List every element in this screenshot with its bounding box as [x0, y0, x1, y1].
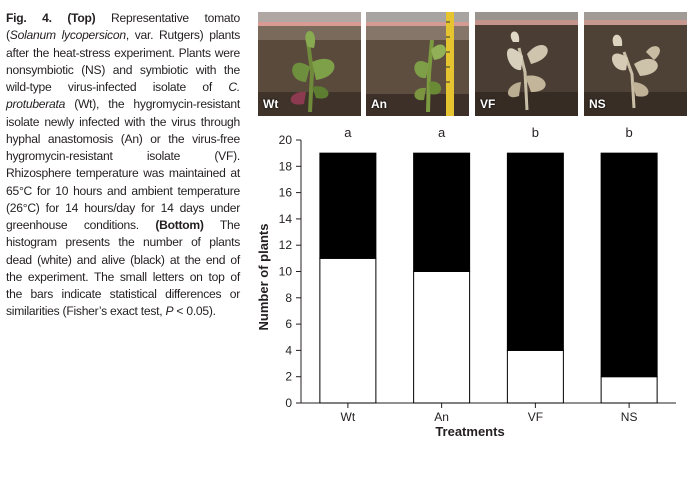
figure-caption: Fig. 4. (Top) Representative tomato (Sol…: [6, 10, 240, 321]
y-tick-label: 6: [285, 317, 292, 331]
figure-label: Fig. 4.: [6, 11, 52, 25]
y-tick-label: 20: [279, 133, 293, 147]
bar-dead-an: [413, 271, 471, 404]
plant-photos: Wt An: [258, 12, 690, 116]
significance-letter: a: [438, 125, 446, 140]
bar-alive-ns: [600, 152, 658, 378]
bar-alive-an: [413, 152, 471, 272]
caption-p-symbol: P: [165, 304, 174, 319]
bar-dead-vf: [506, 349, 564, 404]
x-tick-label: Wt: [341, 410, 356, 424]
caption-text-4: The histogram presents the number of pla…: [6, 218, 241, 319]
y-tick-label: 0: [285, 396, 292, 410]
photo-wt: Wt: [258, 12, 361, 116]
caption-bottom-label: (Bottom): [155, 218, 204, 232]
photo-label-wt: Wt: [263, 97, 279, 111]
significance-letter: b: [532, 125, 539, 140]
caption-organism: C. protuberata: [6, 80, 240, 112]
y-tick-label: 2: [285, 370, 292, 384]
caption-species: Solanum lycopersicon: [9, 28, 126, 43]
caption-text-3: (Wt), the hygromycin-resistant isolate n…: [6, 97, 240, 232]
bar-alive-wt: [319, 152, 377, 259]
y-tick-label: 12: [279, 238, 293, 252]
y-tick-label: 18: [279, 159, 293, 173]
y-tick-label: 14: [279, 212, 293, 226]
y-tick-label: 10: [279, 265, 293, 279]
chart-bars: [319, 152, 658, 404]
y-axis-label: Number of plants: [256, 224, 271, 331]
y-tick-label: 8: [285, 291, 292, 305]
photo-an: An: [366, 12, 469, 116]
caption-top-label: (Top): [67, 11, 96, 25]
bar-alive-vf: [506, 152, 564, 351]
photo-label-vf: VF: [480, 97, 496, 111]
x-tick-label: VF: [528, 410, 543, 424]
photo-label-ns: NS: [589, 97, 606, 111]
photo-label-an: An: [371, 97, 387, 111]
significance-letter: a: [344, 125, 352, 140]
photo-ns: NS: [584, 12, 687, 116]
photo-vf: VF: [475, 12, 578, 116]
bar-dead-ns: [600, 376, 658, 404]
bar-dead-wt: [319, 257, 377, 404]
histogram: 0 2 4 6 8 10 12 14 16 18 20 Wt An VF NS a a b b Number of…: [256, 125, 676, 439]
x-tick-label: NS: [621, 410, 638, 424]
x-tick-label: An: [434, 410, 449, 424]
x-axis-label: Treatments: [435, 424, 504, 439]
caption-text-5: < 0.05).: [173, 304, 216, 319]
y-tick-label: 4: [285, 343, 292, 357]
significance-letter: b: [626, 125, 633, 140]
y-tick-label: 16: [279, 186, 293, 200]
caption-text-2: , var. Rutgers) plants after the heat-st…: [6, 28, 241, 94]
caption-text-1: Representative tomato (: [6, 11, 240, 43]
